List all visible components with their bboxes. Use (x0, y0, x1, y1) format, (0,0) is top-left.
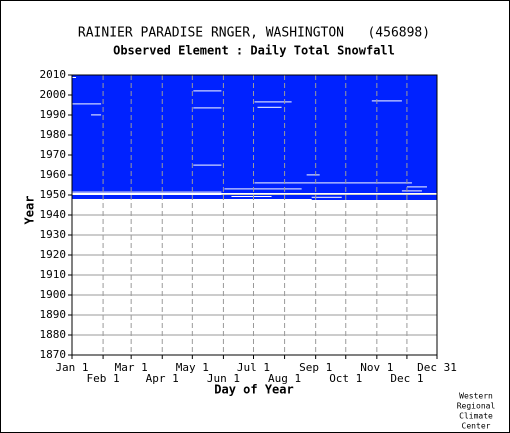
x-tick-label: Apr 1 (146, 372, 179, 385)
x-axis-title: Day of Year (214, 383, 293, 397)
x-tick-label: Mar 1 (115, 361, 148, 374)
y-tick-label: 1950 (40, 188, 67, 201)
y-tick-label: 2000 (40, 88, 67, 101)
missing-block (401, 190, 422, 192)
missing-block (311, 196, 342, 198)
credit-line: Regional (457, 402, 496, 411)
missing-block (231, 196, 272, 197)
missing-block (72, 193, 222, 195)
missing-block (72, 191, 222, 193)
missing-block (257, 106, 282, 108)
credit-line: Western (459, 392, 493, 401)
y-tick-label: 1990 (40, 108, 67, 121)
y-tick-label: 2010 (40, 68, 67, 81)
x-tick-label: Jul 1 (237, 361, 270, 374)
x-tick-label: Nov 1 (360, 361, 393, 374)
missing-block (193, 164, 222, 166)
x-tick-label: Oct 1 (329, 372, 362, 385)
missing-block (193, 107, 222, 109)
y-axis-title: Year (23, 196, 37, 225)
missing-block (406, 186, 427, 188)
chart-subtitle: Observed Element : Daily Total Snowfall (113, 44, 395, 58)
y-tick-label: 1940 (40, 208, 67, 221)
x-tick-label: Dec 1 (390, 372, 423, 385)
missing-block (72, 77, 77, 78)
credit-line: Center (462, 422, 491, 431)
chart-title: RAINIER PARADISE RNGER, WASHINGTON (4568… (78, 26, 430, 41)
x-tick-label: Dec 31 (417, 361, 457, 374)
y-tick-label: 1970 (40, 148, 67, 161)
missing-block (193, 90, 222, 92)
missing-block (254, 101, 292, 103)
y-tick-label: 1900 (40, 288, 67, 301)
x-tick-label: Jan 1 (55, 361, 88, 374)
x-tick-label: May 1 (176, 361, 209, 374)
y-tick-label: 1980 (40, 128, 67, 141)
missing-block (306, 174, 320, 176)
plot-frame (71, 74, 438, 356)
x-tick-label: Jun 1 (207, 372, 240, 385)
missing-block (254, 182, 412, 184)
y-tick-label: 1910 (40, 268, 67, 281)
y-tick-label: 1870 (40, 348, 67, 361)
y-tick-label: 1880 (40, 328, 67, 341)
plot-area: 1870 1880 1890 1900 1910 1920 1930 1940 1950 1960… (40, 68, 457, 385)
x-tick-label: Feb 1 (87, 372, 120, 385)
credit-line: Climate (459, 412, 493, 421)
missing-block (371, 100, 402, 102)
missing-block (91, 114, 102, 116)
observed-block (72, 75, 437, 193)
x-tick-label: Aug 1 (268, 372, 301, 385)
y-tick-label: 1890 (40, 308, 67, 321)
observed-block (311, 199, 437, 200)
y-tick-label: 1920 (40, 248, 67, 261)
x-tick-label: Sep 1 (299, 361, 332, 374)
missing-block (224, 188, 302, 190)
missing-block (72, 103, 102, 105)
y-tick-label: 1960 (40, 168, 67, 181)
y-tick-label: 1930 (40, 228, 67, 241)
